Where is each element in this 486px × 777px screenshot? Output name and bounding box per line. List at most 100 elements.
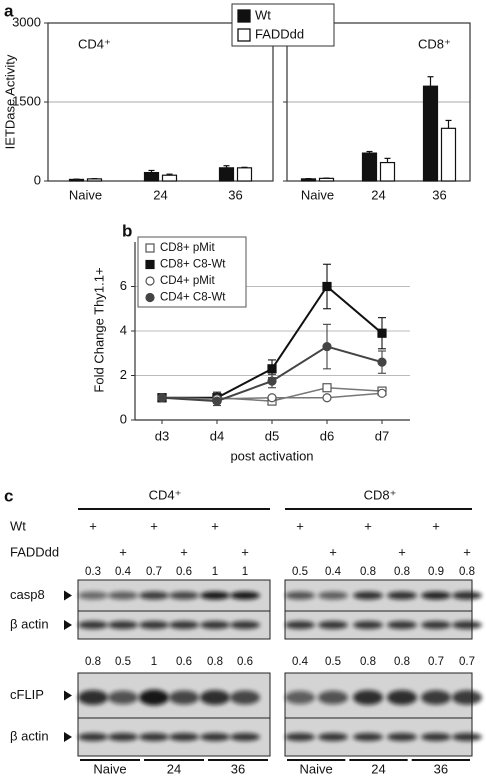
- band: [353, 621, 383, 629]
- quantification: 0.4: [292, 656, 309, 668]
- band: [200, 621, 230, 629]
- y-tick-label: 1500: [12, 93, 41, 108]
- band: [108, 733, 138, 741]
- band: [353, 733, 383, 741]
- x-tick-label: d7: [375, 428, 389, 443]
- band: [230, 591, 260, 600]
- band: [139, 621, 169, 629]
- band: [285, 690, 315, 705]
- legend-label: CD4+ pMit: [160, 275, 215, 287]
- facet-title: CD8⁺: [418, 36, 451, 51]
- y-tick-label: 6: [120, 278, 127, 293]
- quantification: 0.8: [207, 656, 223, 668]
- band: [108, 591, 138, 600]
- band: [421, 591, 451, 600]
- timepoint-label: Naive: [300, 761, 333, 776]
- bar: [379, 161, 396, 182]
- plot-frame: [47, 22, 274, 182]
- band: [139, 689, 169, 706]
- bar: [300, 178, 317, 182]
- point: [322, 383, 332, 393]
- legend-marker: [145, 243, 155, 253]
- legend-label: CD8+ pMit: [160, 242, 215, 254]
- band: [108, 621, 138, 629]
- quantification: 0.6: [176, 656, 192, 668]
- band: [318, 690, 348, 705]
- band: [421, 690, 451, 705]
- quantification: 0.8: [459, 566, 475, 578]
- blot-label: casp8: [10, 587, 45, 602]
- bar: [143, 171, 160, 182]
- band-arrow: [64, 620, 72, 630]
- band: [452, 690, 482, 705]
- quantification: 0.8: [394, 566, 410, 578]
- point: [157, 393, 167, 403]
- timepoint-label: Naive: [93, 761, 126, 776]
- treatment-mark: +: [329, 544, 337, 559]
- band: [139, 733, 169, 741]
- treatment-mark: +: [180, 544, 188, 559]
- band: [230, 621, 260, 629]
- quantification: 0.7: [146, 566, 162, 578]
- quantification: 0.8: [394, 656, 410, 668]
- legend-swatch: [237, 9, 251, 23]
- band: [318, 591, 348, 600]
- x-tick-label: 36: [228, 187, 242, 202]
- panel-label: a: [4, 1, 14, 20]
- panel-label: c: [4, 486, 13, 505]
- point: [212, 396, 222, 406]
- band: [421, 621, 451, 629]
- treatment-mark: +: [364, 518, 372, 533]
- legend-swatch: [237, 28, 251, 42]
- quantification: 0.8: [85, 656, 101, 668]
- panel-label: b: [122, 221, 132, 240]
- band: [353, 591, 383, 600]
- treatment-mark: +: [432, 518, 440, 533]
- quantification: 0.4: [115, 566, 132, 578]
- quantification: 0.5: [325, 656, 341, 668]
- band: [78, 733, 108, 741]
- y-axis-label: IETDase Activity: [2, 54, 17, 149]
- treatment-mark: +: [89, 518, 97, 533]
- point: [322, 393, 332, 403]
- legend-label: CD8+ C8-Wt: [160, 259, 226, 271]
- treatment-mark: +: [211, 518, 219, 533]
- quantification: 0.5: [292, 566, 308, 578]
- x-tick-label: Naive: [301, 187, 334, 202]
- quantification: 1: [242, 566, 248, 578]
- group-title: CD4⁺: [149, 487, 182, 502]
- point: [377, 388, 387, 398]
- y-tick-label: 0: [34, 172, 41, 187]
- treatment-label: Wt: [10, 518, 26, 533]
- band: [200, 733, 230, 741]
- timepoint-label: 36: [231, 761, 245, 776]
- band: [78, 591, 108, 600]
- y-tick-label: 0: [120, 411, 127, 426]
- band: [200, 690, 230, 705]
- quantification: 0.5: [115, 656, 131, 668]
- band: [285, 733, 315, 741]
- bar: [422, 85, 439, 182]
- band: [169, 733, 199, 741]
- quantification: 0.8: [360, 566, 376, 578]
- y-tick-label: 4: [120, 322, 127, 337]
- plot-frame: [286, 22, 471, 182]
- group-title: CD8⁺: [364, 487, 397, 502]
- band-arrow: [64, 590, 72, 601]
- bar: [68, 178, 85, 182]
- blot-label: β actin: [10, 728, 49, 743]
- band: [78, 621, 108, 629]
- quantification: 0.7: [428, 656, 444, 668]
- quantification: 1: [212, 566, 218, 578]
- legend-label: Wt: [255, 7, 271, 22]
- band: [387, 621, 417, 629]
- quantification: 0.4: [325, 566, 342, 578]
- band: [452, 591, 482, 600]
- quantification: 0.8: [360, 656, 376, 668]
- legend-marker: [145, 259, 155, 270]
- quantification: 0.6: [176, 566, 192, 578]
- band: [285, 621, 315, 629]
- point: [377, 357, 387, 367]
- band: [421, 733, 451, 741]
- band: [452, 621, 482, 629]
